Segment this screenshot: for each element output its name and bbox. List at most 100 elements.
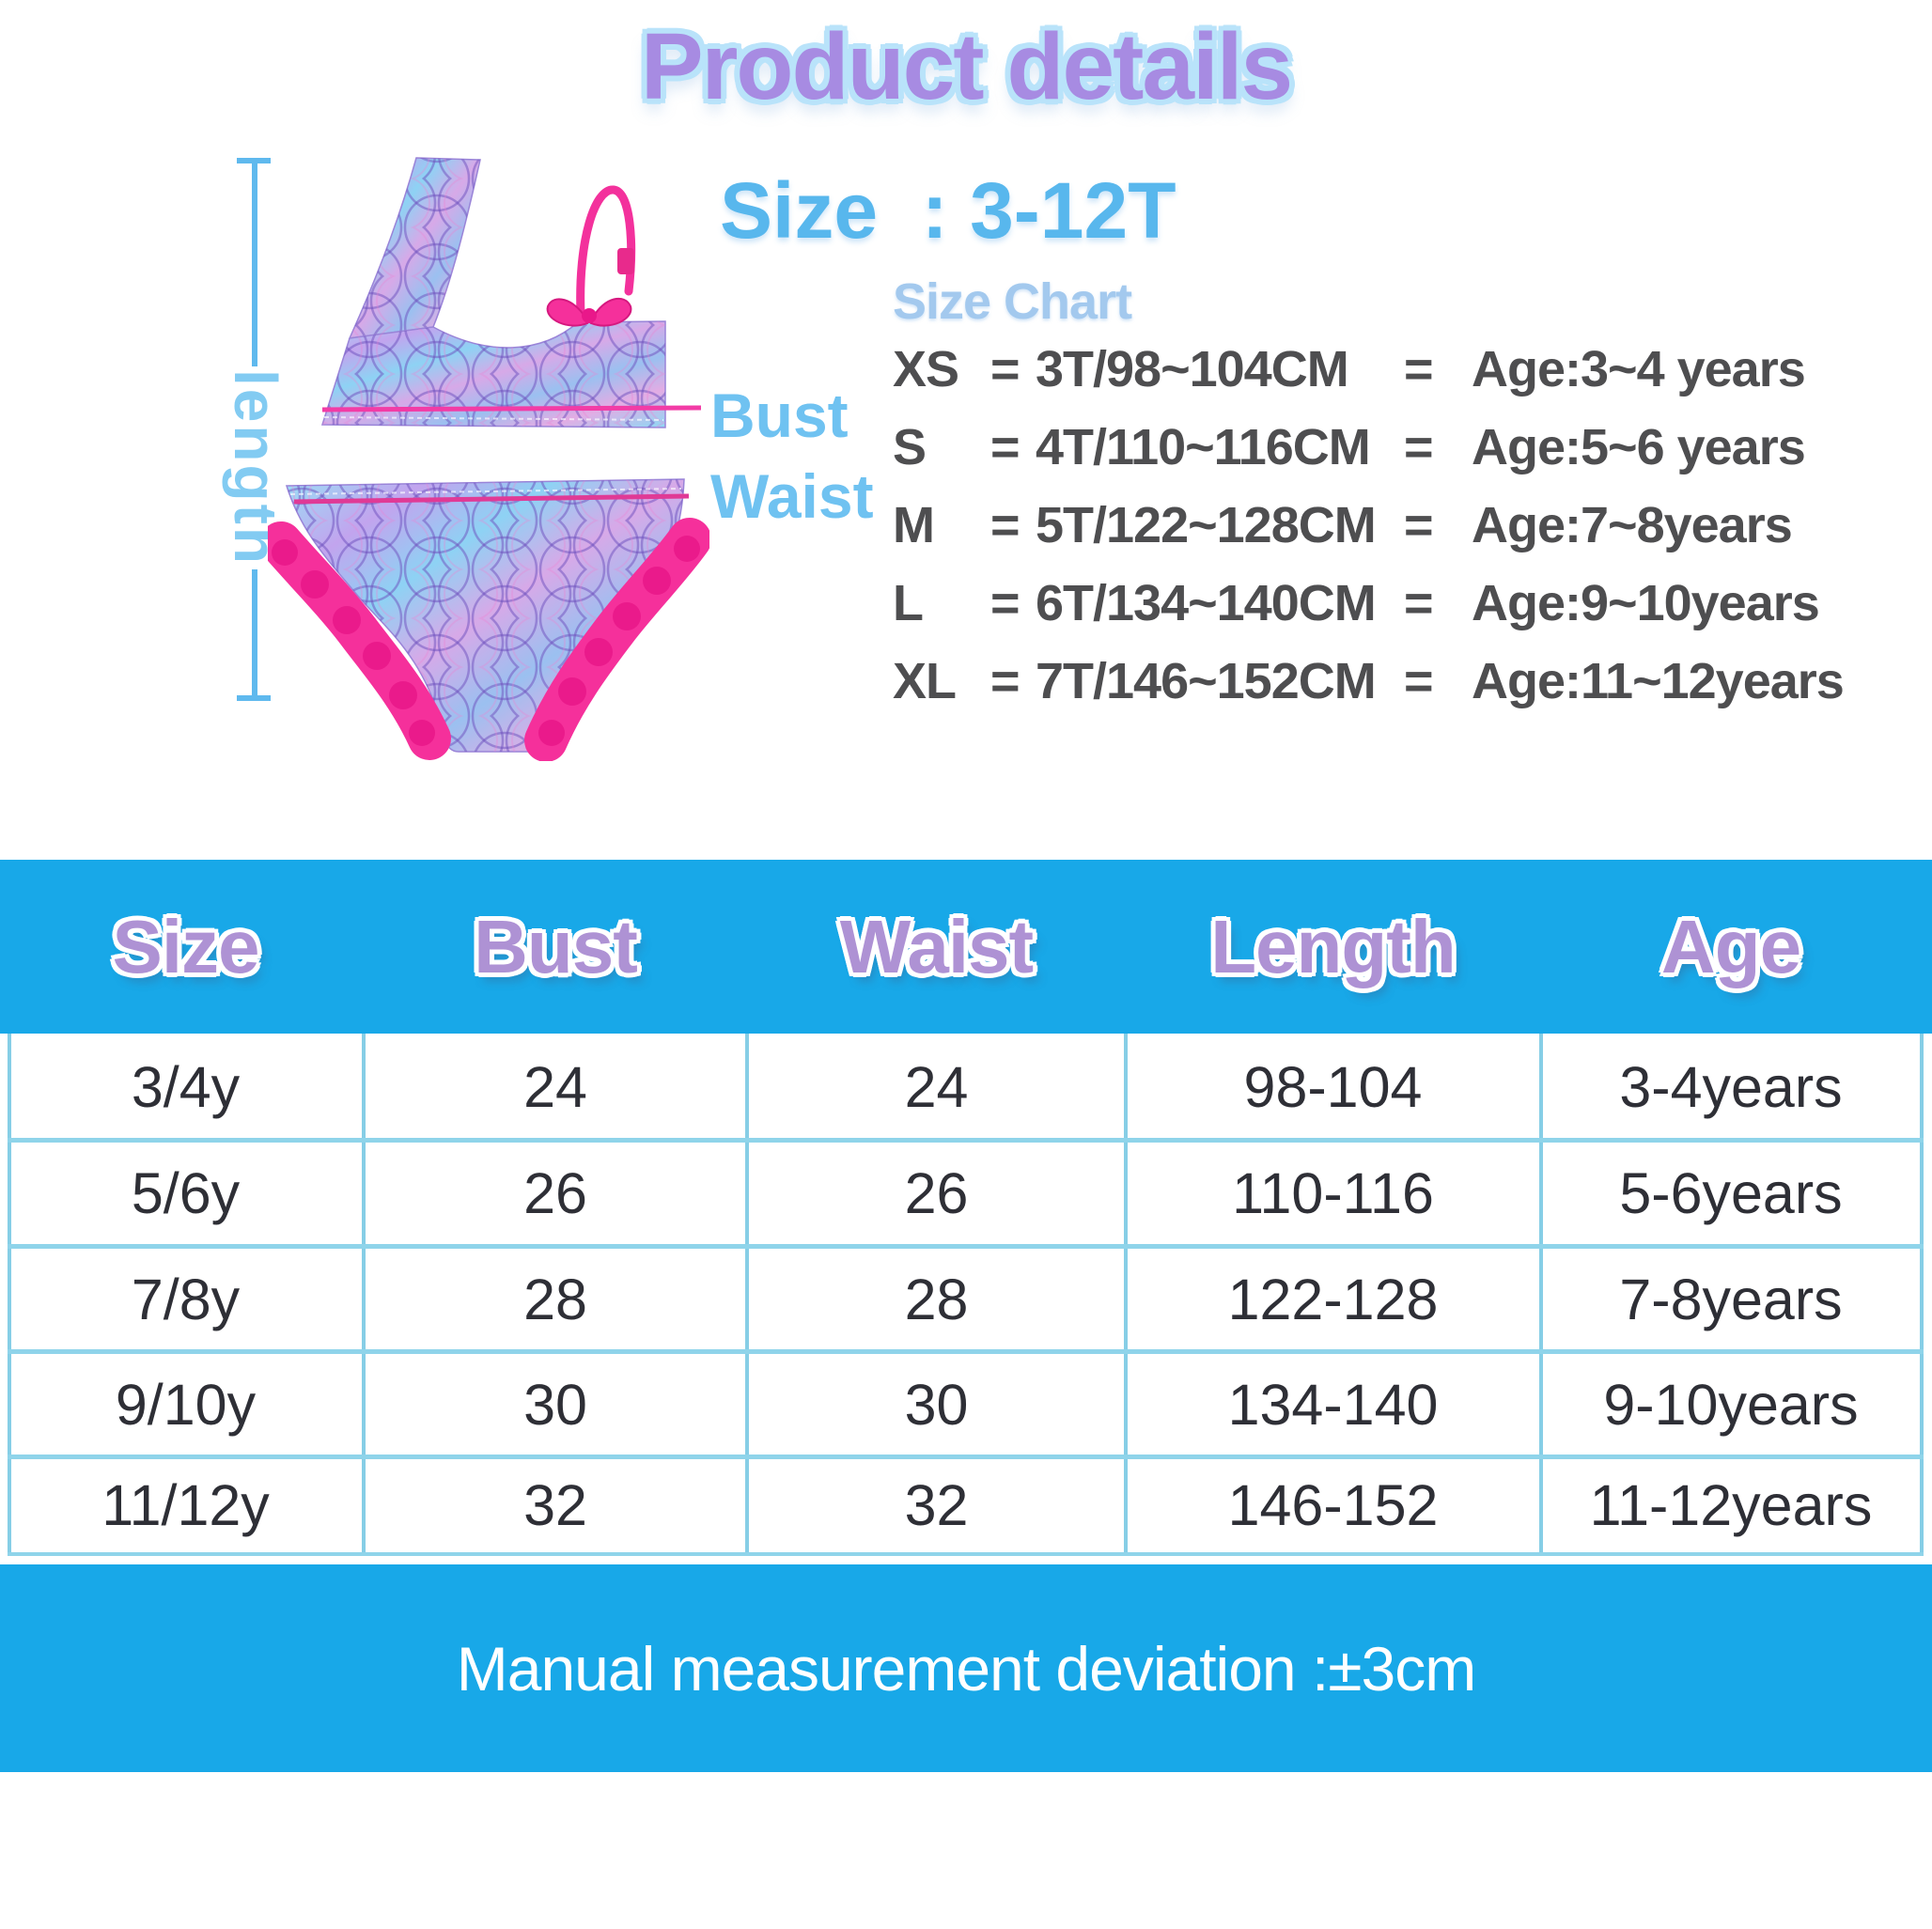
table-header-size: Size bbox=[112, 904, 259, 988]
bow-icon bbox=[546, 297, 632, 327]
age-range: Age:9~10years bbox=[1472, 575, 1820, 631]
size-code: S bbox=[893, 419, 927, 475]
equals-sign: = bbox=[1404, 419, 1434, 475]
equals-sign: = bbox=[1404, 497, 1434, 553]
row-separator bbox=[8, 1138, 1924, 1143]
equals-sign: = bbox=[990, 341, 1021, 397]
left-ruffle bbox=[268, 521, 451, 760]
cell-size: 7/8y bbox=[131, 1268, 241, 1331]
table-border-right bbox=[1920, 1034, 1924, 1554]
size-spec: 3T/98~104CM bbox=[1036, 341, 1349, 397]
row-separator bbox=[8, 1244, 1924, 1249]
size-list-row: M = 5T/122~128CM = Age:7~8years bbox=[0, 487, 1932, 565]
table-row: 5/6y 26 26 110-116 5-6years bbox=[0, 1142, 1932, 1245]
cell-bust: 32 bbox=[523, 1473, 587, 1537]
cell-length: 134-140 bbox=[1227, 1373, 1439, 1437]
size-range-heading: Size : 3-12T bbox=[720, 166, 1176, 255]
column-separator bbox=[745, 1034, 749, 1554]
cell-waist: 32 bbox=[904, 1473, 969, 1537]
column-separator bbox=[1124, 1034, 1128, 1554]
equals-sign: = bbox=[1404, 575, 1434, 631]
swimsuit-top-piece bbox=[320, 157, 702, 428]
cell-length: 98-104 bbox=[1243, 1055, 1423, 1119]
size-spec: 6T/134~140CM bbox=[1036, 575, 1377, 631]
waist-label: Waist bbox=[710, 461, 874, 531]
cell-waist: 30 bbox=[904, 1373, 969, 1437]
cell-bust: 28 bbox=[523, 1268, 587, 1331]
equals-sign: = bbox=[990, 497, 1021, 553]
bust-measure-line bbox=[321, 405, 702, 412]
size-spec: 7T/146~152CM bbox=[1036, 653, 1377, 709]
length-line-bottom-tick bbox=[237, 695, 271, 701]
cell-bust: 30 bbox=[523, 1373, 587, 1437]
size-code: M bbox=[893, 497, 935, 553]
size-list-row: XS = 3T/98~104CM = Age:3~4 years bbox=[0, 331, 1932, 409]
right-ruffle bbox=[524, 518, 709, 761]
length-line-upper-segment bbox=[252, 163, 257, 366]
page-title: Product details bbox=[640, 14, 1293, 119]
swimsuit-bottom-piece bbox=[268, 478, 709, 761]
equals-sign: = bbox=[990, 575, 1021, 631]
length-line-top-tick bbox=[237, 158, 271, 163]
cell-waist: 24 bbox=[904, 1055, 969, 1119]
table-row: 3/4y 24 24 98-104 3-4years bbox=[0, 1035, 1932, 1139]
table-header-length: Length bbox=[1210, 904, 1457, 988]
cell-size: 5/6y bbox=[131, 1161, 241, 1225]
cell-age: 5-6years bbox=[1619, 1161, 1843, 1225]
size-chart-label: Size Chart bbox=[893, 273, 1132, 330]
age-range: Age:7~8years bbox=[1472, 497, 1793, 553]
size-equivalence-list: XS = 3T/98~104CM = Age:3~4 years S = 4T/… bbox=[0, 331, 1932, 725]
age-range: Age:5~6 years bbox=[1472, 419, 1806, 475]
length-line-lower-segment bbox=[252, 569, 257, 695]
equals-sign: = bbox=[990, 653, 1021, 709]
size-table-header-band bbox=[0, 860, 1932, 1034]
equals-sign: = bbox=[1404, 653, 1434, 709]
cell-length: 110-116 bbox=[1232, 1161, 1434, 1225]
size-list-row: L = 6T/134~140CM = Age:9~10years bbox=[0, 565, 1932, 643]
size-code: XL bbox=[893, 653, 957, 709]
size-spec: 5T/122~128CM bbox=[1036, 497, 1377, 553]
size-spec: 4T/110~116CM bbox=[1036, 419, 1371, 475]
cell-bust: 26 bbox=[523, 1161, 587, 1225]
table-border-bottom bbox=[8, 1552, 1924, 1556]
table-row: 11/12y 32 32 146-152 11-12years bbox=[0, 1457, 1932, 1553]
cell-bust: 24 bbox=[523, 1055, 587, 1119]
cell-length: 146-152 bbox=[1227, 1473, 1439, 1537]
row-separator bbox=[8, 1455, 1924, 1459]
cell-size: 3/4y bbox=[131, 1055, 241, 1119]
cell-age: 7-8years bbox=[1619, 1268, 1843, 1331]
size-list-row: S = 4T/110~116CM = Age:5~6 years bbox=[0, 409, 1932, 487]
table-header-bust: Bust bbox=[474, 904, 638, 988]
cell-length: 122-128 bbox=[1227, 1268, 1439, 1331]
column-separator bbox=[362, 1034, 366, 1554]
size-code: L bbox=[893, 575, 924, 631]
age-range: Age:3~4 years bbox=[1472, 341, 1806, 397]
table-row: 7/8y 28 28 122-128 7-8years bbox=[0, 1248, 1932, 1351]
pink-strap bbox=[576, 185, 636, 319]
table-row: 9/10y 30 30 134-140 9-10years bbox=[0, 1353, 1932, 1456]
table-header-age: Age bbox=[1660, 904, 1801, 988]
table-header-waist: Waist bbox=[839, 904, 1034, 988]
waist-measure-line bbox=[293, 493, 690, 505]
column-separator bbox=[1539, 1034, 1543, 1554]
footer-band: Manual measurement deviation :±3cm bbox=[0, 1564, 1932, 1772]
swimsuit-illustration bbox=[268, 157, 709, 761]
bust-label: Bust bbox=[710, 381, 849, 450]
age-range: Age:11~12years bbox=[1472, 653, 1845, 709]
size-list-row: XL = 7T/146~152CM = Age:11~12years bbox=[0, 643, 1932, 721]
equals-sign: = bbox=[990, 419, 1021, 475]
cell-size: 9/10y bbox=[115, 1373, 257, 1437]
size-code: XS bbox=[893, 341, 959, 397]
cell-age: 3-4years bbox=[1619, 1055, 1843, 1119]
row-separator bbox=[8, 1349, 1924, 1354]
cell-age: 11-12years bbox=[1589, 1473, 1873, 1537]
measurement-deviation-note: Manual measurement deviation :±3cm bbox=[456, 1633, 1476, 1703]
cell-waist: 28 bbox=[904, 1268, 969, 1331]
table-border-left bbox=[8, 1034, 11, 1554]
cell-age: 9-10years bbox=[1603, 1373, 1859, 1437]
cell-size: 11/12y bbox=[101, 1473, 270, 1537]
cell-waist: 26 bbox=[904, 1161, 969, 1225]
strap-adjuster bbox=[617, 248, 634, 274]
equals-sign: = bbox=[1404, 341, 1434, 397]
